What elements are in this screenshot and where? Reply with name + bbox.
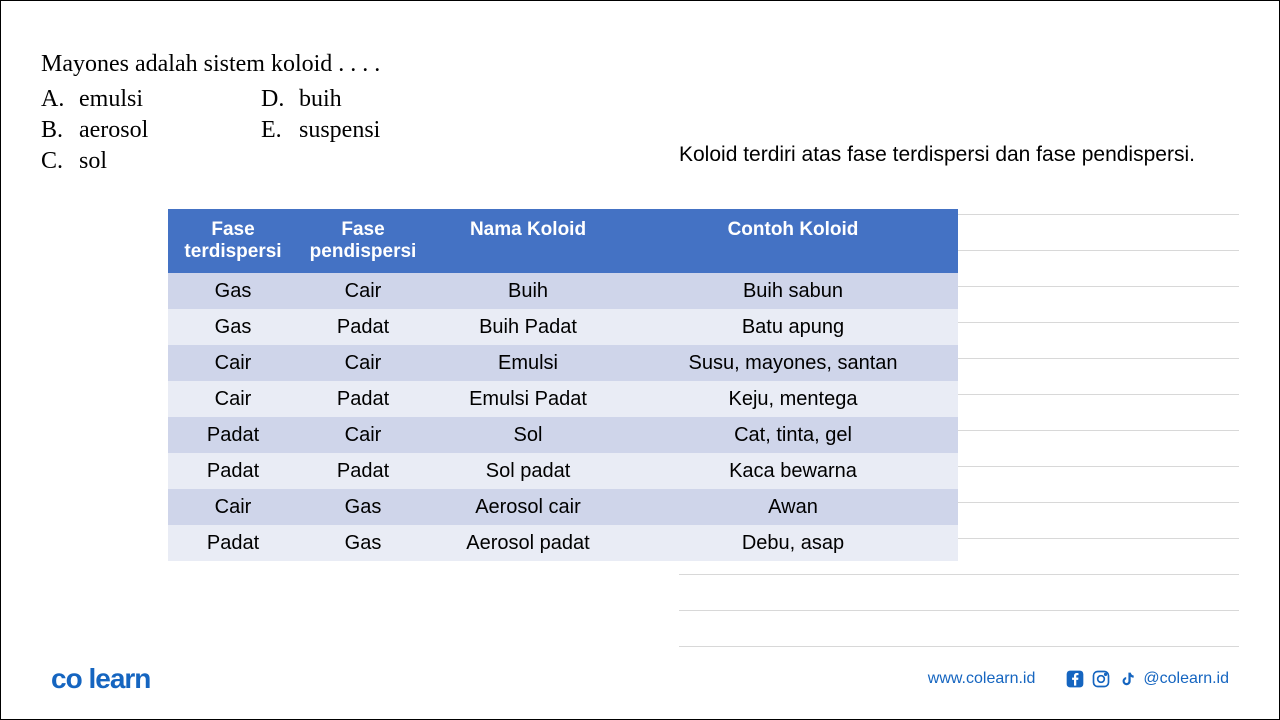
explanation-text: Koloid terdiri atas fase terdispersi dan… bbox=[679, 143, 1239, 173]
table-cell: Cair bbox=[298, 345, 428, 381]
table-cell: Batu apung bbox=[628, 309, 958, 345]
table-row: PadatPadatSol padatKaca bewarna bbox=[168, 453, 958, 489]
instagram-icon bbox=[1091, 669, 1111, 689]
col-nama-koloid: Nama Koloid bbox=[428, 209, 628, 273]
table-cell: Padat bbox=[298, 453, 428, 489]
col-fase-pendispersi: Fase pendispersi bbox=[298, 209, 428, 273]
table-cell: Cair bbox=[168, 345, 298, 381]
explanation-area: Koloid terdiri atas fase terdispersi dan… bbox=[679, 51, 1239, 179]
table-cell: Gas bbox=[168, 273, 298, 309]
table-cell: Padat bbox=[298, 381, 428, 417]
table-cell: Kaca bewarna bbox=[628, 453, 958, 489]
table-cell: Awan bbox=[628, 489, 958, 525]
footer: co learn www.colearn.id @colearn.id bbox=[51, 663, 1229, 695]
table-row: GasPadatBuih PadatBatu apung bbox=[168, 309, 958, 345]
options: A. emulsi B. aerosol C. sol D. b bbox=[41, 86, 481, 179]
table-row: GasCairBuihBuih sabun bbox=[168, 273, 958, 309]
option-b: B. aerosol bbox=[41, 117, 261, 144]
option-d: D. buih bbox=[261, 86, 481, 113]
table-header-row: Fase terdispersi Fase pendispersi Nama K… bbox=[168, 209, 958, 273]
option-c: C. sol bbox=[41, 148, 261, 175]
social-handle: @colearn.id bbox=[1143, 670, 1229, 688]
option-a: A. emulsi bbox=[41, 86, 261, 113]
table-cell: Debu, asap bbox=[628, 525, 958, 561]
table-row: PadatGasAerosol padatDebu, asap bbox=[168, 525, 958, 561]
table-cell: Emulsi bbox=[428, 345, 628, 381]
tiktok-icon bbox=[1117, 669, 1137, 689]
koloid-table: Fase terdispersi Fase pendispersi Nama K… bbox=[168, 209, 958, 561]
table-cell: Keju, mentega bbox=[628, 381, 958, 417]
table-cell: Cat, tinta, gel bbox=[628, 417, 958, 453]
table-cell: Padat bbox=[168, 453, 298, 489]
col-fase-terdispersi: Fase terdispersi bbox=[168, 209, 298, 273]
table-cell: Cair bbox=[298, 273, 428, 309]
table-cell: Emulsi Padat bbox=[428, 381, 628, 417]
table-cell: Cair bbox=[298, 417, 428, 453]
table-row: CairCairEmulsiSusu, mayones, santan bbox=[168, 345, 958, 381]
table-row: CairPadatEmulsi PadatKeju, mentega bbox=[168, 381, 958, 417]
logo-learn: learn bbox=[88, 663, 150, 694]
question-area: Mayones adalah sistem koloid . . . . A. … bbox=[41, 51, 1239, 179]
table-cell: Padat bbox=[298, 309, 428, 345]
table-cell: Gas bbox=[298, 489, 428, 525]
table-cell: Gas bbox=[168, 309, 298, 345]
option-e: E. suspensi bbox=[261, 117, 481, 144]
facebook-icon bbox=[1065, 669, 1085, 689]
table-cell: Buih Padat bbox=[428, 309, 628, 345]
question-text: Mayones adalah sistem koloid . . . . bbox=[41, 51, 481, 78]
table-cell: Buih bbox=[428, 273, 628, 309]
table-cell: Padat bbox=[168, 417, 298, 453]
table-cell: Sol padat bbox=[428, 453, 628, 489]
social-icons: @colearn.id bbox=[1065, 669, 1229, 689]
table-cell: Buih sabun bbox=[628, 273, 958, 309]
logo-co: co bbox=[51, 663, 82, 694]
table-cell: Gas bbox=[298, 525, 428, 561]
table-cell: Padat bbox=[168, 525, 298, 561]
table-cell: Susu, mayones, santan bbox=[628, 345, 958, 381]
table-cell: Cair bbox=[168, 489, 298, 525]
table-row: CairGasAerosol cairAwan bbox=[168, 489, 958, 525]
table-cell: Cair bbox=[168, 381, 298, 417]
logo: co learn bbox=[51, 663, 150, 695]
table-cell: Sol bbox=[428, 417, 628, 453]
table-row: PadatCairSolCat, tinta, gel bbox=[168, 417, 958, 453]
table-cell: Aerosol padat bbox=[428, 525, 628, 561]
website-url: www.colearn.id bbox=[928, 670, 1036, 688]
col-contoh-koloid: Contoh Koloid bbox=[628, 209, 958, 273]
table-cell: Aerosol cair bbox=[428, 489, 628, 525]
